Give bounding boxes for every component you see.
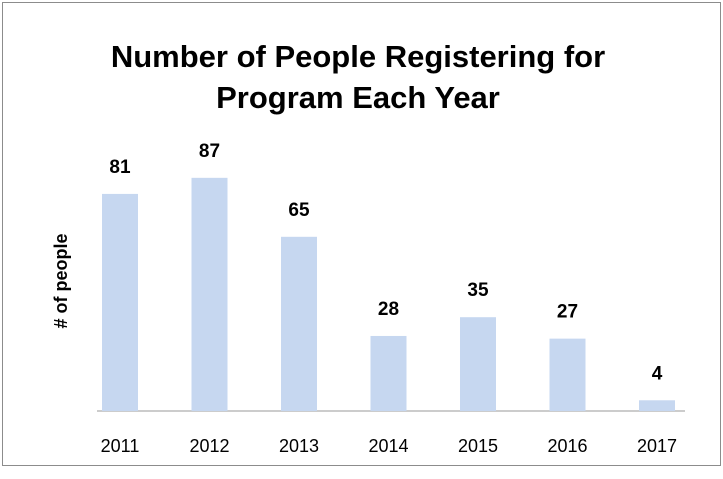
data-label: 65 <box>288 200 310 221</box>
x-tick-label: 2012 <box>189 436 229 456</box>
x-tick-label: 2017 <box>637 436 677 456</box>
data-label: 87 <box>199 141 220 162</box>
bar <box>102 193 138 411</box>
bar <box>460 317 496 411</box>
data-label: 81 <box>109 157 131 178</box>
bar <box>549 338 586 411</box>
data-label: 28 <box>378 299 399 320</box>
bar <box>191 177 228 411</box>
x-tick-label: 2011 <box>101 436 140 456</box>
bar <box>281 236 317 411</box>
data-label: 35 <box>467 280 489 301</box>
x-tick-label: 2015 <box>458 436 498 456</box>
y-axis-label: # of people <box>51 233 71 328</box>
data-label: 4 <box>652 363 663 384</box>
chart-title: Number of People Registering for Program… <box>110 39 606 115</box>
x-tick-label: 2013 <box>279 436 319 456</box>
bar <box>639 400 675 411</box>
bar <box>370 335 407 411</box>
x-tick-label: 2016 <box>547 436 587 456</box>
data-label: 27 <box>557 302 578 323</box>
x-tick-label: 2014 <box>368 436 408 456</box>
